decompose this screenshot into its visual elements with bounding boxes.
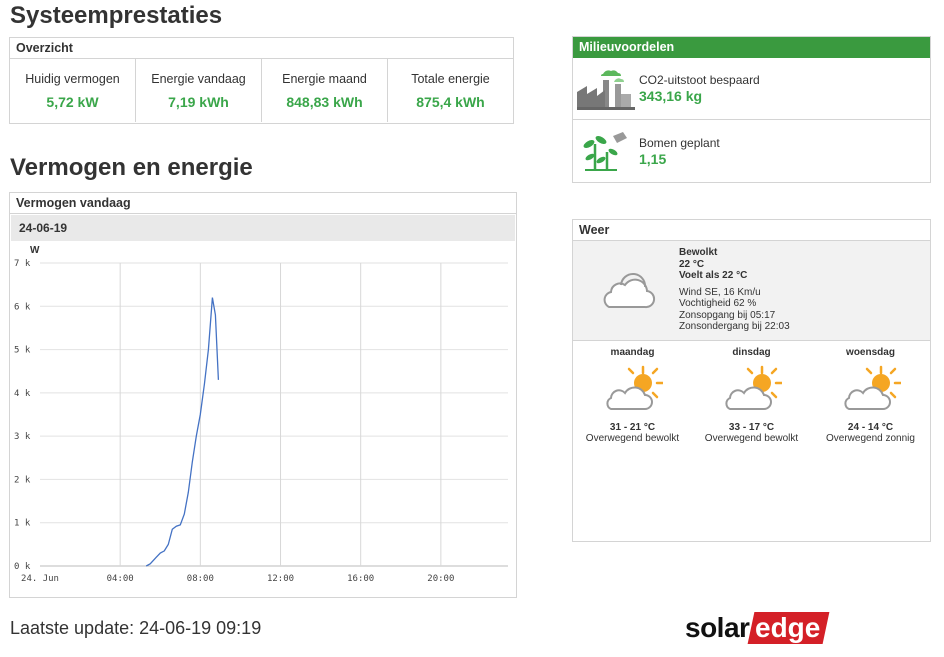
section-title: Vermogen en energie <box>10 154 253 181</box>
x-tick-label: 08:00 <box>187 574 214 584</box>
co2-value: 343,16 kg <box>639 88 703 104</box>
factory-icon <box>573 61 639 117</box>
y-tick-label: 2 k <box>14 475 31 485</box>
page-title: Systeemprestaties <box>10 2 223 29</box>
cloud-icon <box>573 241 679 340</box>
forecast-day-name: dinsdag <box>732 347 771 358</box>
weather-wind: Wind SE, 16 Km/u <box>679 286 761 298</box>
y-tick-label: 1 k <box>14 519 31 529</box>
weather-condition: Bewolkt <box>679 247 718 258</box>
overview-label: Energie maand <box>282 72 367 86</box>
overview-value: 7,19 kWh <box>168 94 229 110</box>
trees-label: Bomen geplant <box>639 135 720 150</box>
logo-text-solar: solar <box>685 612 750 643</box>
forecast-desc: Overwegend bewolkt <box>704 433 799 444</box>
forecast-desc: Overwegend zonnig <box>826 433 915 444</box>
x-tick-label: 24. Jun <box>21 574 59 584</box>
overview-label: Energie vandaag <box>151 72 246 86</box>
weather-title: Weer <box>573 220 930 241</box>
sun-cloud-icon <box>811 358 930 422</box>
weather-current: Bewolkt 22 °C Voelt als 22 °C Wind SE, 1… <box>573 241 930 341</box>
chart-panel-title: Vermogen vandaag <box>10 193 516 214</box>
overview-value: 848,83 kWh <box>286 94 363 110</box>
environment-panel: Milieuvoordelen CO2-uitstoot bespaard 34… <box>572 36 931 183</box>
overview-value: 5,72 kW <box>46 94 99 110</box>
last-update: Laatste update: 24-06-19 09:19 <box>10 618 262 638</box>
solaredge-logo: solar edge <box>685 612 831 644</box>
environment-title: Milieuvoordelen <box>573 37 930 58</box>
chart-date: 24-06-19 <box>11 215 515 241</box>
trees-row: Bomen geplant 1,15 <box>573 120 930 182</box>
overview-current-power: Huidig vermogen 5,72 kW <box>10 59 136 122</box>
weather-panel: Weer Bewolkt 22 °C Voelt als 22 °C Wind … <box>572 219 931 542</box>
x-tick-label: 12:00 <box>267 574 294 584</box>
power-chart[interactable]: W 0 k 1 k 2 k 3 k 4 k 5 k 6 k 7 k 24. Jun 04:00 08:… <box>10 241 516 597</box>
co2-row: CO2-uitstoot bespaard 343,16 kg <box>573 58 930 120</box>
forecast-temp: 24 - 14 °C <box>847 422 894 433</box>
weather-forecast: maandag 31 - 21 °C Overwegend bewolkt di… <box>573 341 930 444</box>
weather-feels-like: Voelt als 22 °C <box>679 270 748 281</box>
forecast-day-name: maandag <box>610 347 655 358</box>
y-tick-label: 7 k <box>14 259 31 269</box>
overview-energy-month: Energie maand 848,83 kWh <box>262 59 388 122</box>
forecast-day: dinsdag 33 - 17 °C Overwegend bewolkt <box>692 347 811 444</box>
overview-title: Overzicht <box>10 38 513 59</box>
power-series-line <box>145 297 220 567</box>
y-tick-label: 0 k <box>14 562 31 572</box>
x-tick-label: 16:00 <box>347 574 374 584</box>
x-tick-label: 04:00 <box>107 574 134 584</box>
overview-label: Totale energie <box>411 72 490 86</box>
forecast-desc: Overwegend bewolkt <box>585 433 680 444</box>
y-tick-label: 3 k <box>14 432 31 442</box>
y-tick-label: 6 k <box>14 302 31 312</box>
overview-label: Huidig vermogen <box>25 72 120 86</box>
trees-value: 1,15 <box>639 150 667 167</box>
weather-temperature: 22 °C <box>679 258 705 270</box>
overview-value: 875,4 kWh <box>416 94 485 110</box>
sun-cloud-icon <box>573 358 692 422</box>
power-chart-panel: Vermogen vandaag 24-06-19 W 0 k 1 k 2 k 3 k 4… <box>9 192 517 598</box>
forecast-day: maandag 31 - 21 °C Overwegend bewolkt <box>573 347 692 444</box>
overview-energy-today: Energie vandaag 7,19 kWh <box>136 59 262 122</box>
sun-cloud-icon <box>692 358 811 422</box>
overview-energy-total: Totale energie 875,4 kWh <box>388 59 513 122</box>
x-tick-label: 20:00 <box>427 574 454 584</box>
y-axis-unit: W <box>30 245 40 256</box>
weather-humidity: Vochtigheid 62 % <box>679 298 757 309</box>
co2-label: CO2-uitstoot bespaard <box>639 73 760 87</box>
forecast-day: woensdag 24 - 14 °C Overwegend zonnig <box>811 347 930 444</box>
weather-sunrise: Zonsopgang bij 05:17 <box>679 309 776 321</box>
forecast-day-name: woensdag <box>846 347 895 358</box>
forecast-temp: 33 - 17 °C <box>728 422 775 433</box>
overview-panel: Overzicht Huidig vermogen 5,72 kW Energi… <box>9 37 514 124</box>
weather-sunset: Zonsondergang bij 22:03 <box>679 321 790 332</box>
y-tick-label: 4 k <box>14 389 31 399</box>
logo-text-edge: edge <box>755 612 821 643</box>
logo-text-edge-box: edge <box>748 612 831 644</box>
tree-plant-icon <box>573 123 639 179</box>
y-tick-label: 5 k <box>14 346 31 356</box>
forecast-temp: 31 - 21 °C <box>609 422 656 433</box>
